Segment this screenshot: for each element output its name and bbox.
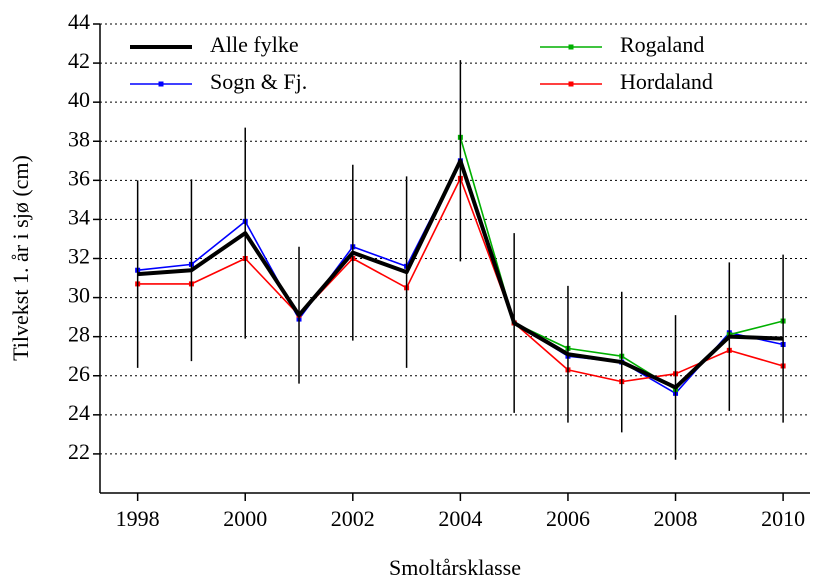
y-tick-label: 42 [68, 48, 90, 73]
legend-label: Rogaland [620, 32, 704, 57]
x-tick-label: 2010 [761, 506, 805, 531]
legend-label: Alle fylke [210, 32, 299, 57]
y-tick-label: 34 [68, 204, 90, 229]
y-tick-label: 44 [68, 9, 90, 34]
x-axis-label: Smoltårsklasse [389, 555, 521, 580]
y-tick-label: 38 [68, 126, 90, 151]
y-tick-label: 24 [68, 400, 90, 425]
legend-marker [568, 44, 574, 50]
y-tick-label: 32 [68, 244, 90, 269]
legend-label: Hordaland [620, 69, 713, 94]
y-tick-label: 30 [68, 283, 90, 308]
y-tick-label: 22 [68, 439, 90, 464]
legend-label: Sogn & Fj. [210, 69, 307, 94]
y-tick-label: 28 [68, 322, 90, 347]
legend-marker [158, 81, 164, 87]
y-tick-label: 36 [68, 165, 90, 190]
y-tick-label: 26 [68, 361, 90, 386]
x-tick-label: 2000 [223, 506, 267, 531]
x-tick-label: 2006 [546, 506, 590, 531]
x-tick-label: 2008 [654, 506, 698, 531]
y-tick-label: 40 [68, 87, 90, 112]
legend-marker [568, 81, 574, 87]
x-tick-label: 1998 [116, 506, 160, 531]
x-tick-label: 2002 [331, 506, 375, 531]
x-tick-label: 2004 [438, 506, 482, 531]
y-axis-label: Tilvekst 1. år i sjø (cm) [8, 155, 33, 361]
